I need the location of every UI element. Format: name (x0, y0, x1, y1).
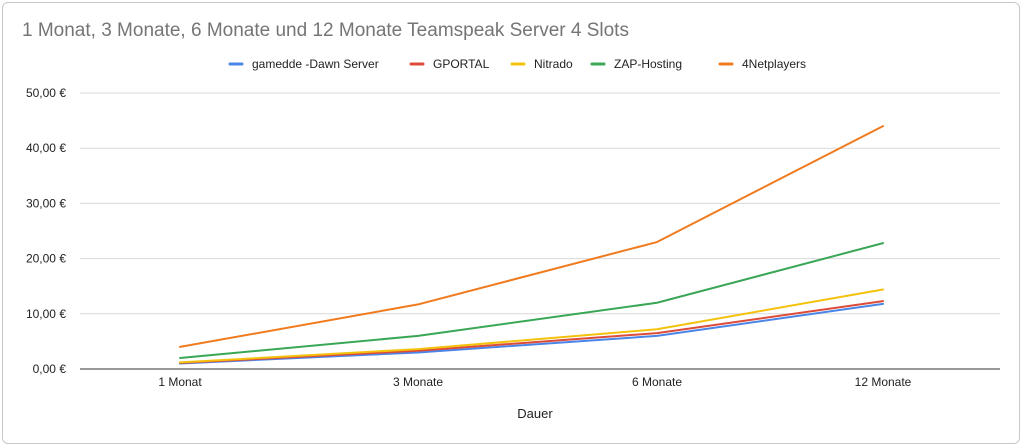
x-axis-title: Dauer (517, 406, 553, 421)
legend-label: GPORTAL (433, 57, 490, 71)
y-tick-label: 20,00 € (26, 252, 66, 266)
x-tick-label: 1 Monat (158, 375, 202, 389)
chart-title: 1 Monat, 3 Monate, 6 Monate und 12 Monat… (22, 20, 629, 41)
y-tick-label: 30,00 € (26, 196, 66, 210)
series-line (179, 300, 884, 364)
y-tick-label: 10,00 € (26, 307, 66, 321)
x-axis-ticks: 1 Monat 3 Monate 6 Monate 12 Monate (158, 375, 911, 389)
x-tick-label: 12 Monate (855, 375, 912, 389)
series-lines (179, 125, 884, 365)
y-tick-label: 0,00 € (33, 362, 67, 376)
legend-label: Nitrado (534, 57, 573, 71)
y-axis-ticks: 0,00 € 10,00 € 20,00 € 30,00 € 40,00 € 50,00 … (26, 86, 66, 376)
legend-label: ZAP-Hosting (614, 57, 682, 71)
legend: gamedde -Dawn Server GPORTAL Nitrado ZAP-Ho… (228, 57, 806, 71)
y-tick-label: 50,00 € (26, 86, 66, 100)
y-tick-label: 40,00 € (26, 141, 66, 155)
series-line (179, 302, 884, 365)
series-line (179, 288, 884, 364)
x-tick-label: 6 Monate (632, 375, 682, 389)
legend-label: gamedde -Dawn Server (252, 57, 379, 71)
series-line (179, 242, 884, 359)
series-line (179, 125, 884, 348)
grid-lines (80, 92, 1000, 370)
x-tick-label: 3 Monate (393, 375, 443, 389)
legend-label: 4Netplayers (742, 57, 806, 71)
